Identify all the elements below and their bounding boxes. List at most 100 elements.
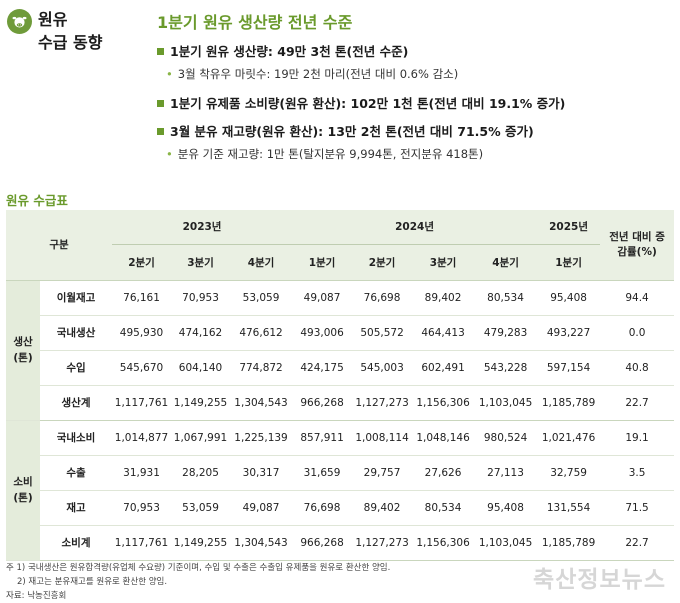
- value-cell: 53,059: [230, 280, 293, 316]
- value-cell: 1,185,789: [537, 385, 601, 421]
- change-rate-cell: 94.4: [600, 280, 675, 316]
- header-category: 구분: [6, 210, 113, 281]
- change-rate-cell: 40.8: [600, 350, 675, 386]
- dot-bullet-icon: •: [166, 67, 173, 81]
- value-cell: 966,268: [292, 385, 353, 421]
- square-bullet-icon: [157, 48, 164, 55]
- value-cell: 1,008,114: [352, 419, 413, 456]
- header-change-rate: 전년 대비 증감률(%): [600, 210, 675, 281]
- header-q1-2025: 1분기: [537, 244, 601, 281]
- value-cell: 1,225,139: [230, 419, 293, 456]
- bullet-production: 1분기 원유 생산량: 49만 3천 톤(전년 수준): [157, 41, 408, 60]
- value-cell: 95,408: [474, 490, 538, 526]
- header-q4-2024: 4분기: [474, 244, 538, 281]
- row-label: 국내소비: [40, 419, 113, 456]
- header-q4-2023: 4분기: [230, 244, 293, 281]
- footnote-1: 주 1) 국내생산은 원유합격량(유업체 수요량) 기준이며, 수입 및 수출은…: [6, 563, 391, 573]
- value-cell: 1,067,991: [171, 419, 231, 456]
- table-row: 소비계 1,117,761 1,149,255 1,304,543 966,268 1,1…: [6, 525, 675, 561]
- header-q2-2024: 2분기: [352, 244, 413, 281]
- value-cell: 27,626: [412, 455, 475, 491]
- value-cell: 76,161: [112, 280, 172, 316]
- header-2024: 2024년: [292, 210, 538, 245]
- value-cell: 1,127,273: [352, 385, 413, 421]
- bullet-inventory: 3월 분유 재고량(원유 환산): 13만 2천 톤(전년 대비 71.5% 증…: [157, 121, 534, 140]
- row-label: 소비계: [40, 525, 113, 561]
- cow-logo-icon: [7, 9, 32, 34]
- row-label: 수입: [40, 350, 113, 386]
- table-row: 생산계 1,117,761 1,149,255 1,304,543 966,268 1,1…: [6, 385, 675, 421]
- value-cell: 545,003: [352, 350, 413, 386]
- bullet-sub-cows: • 3월 착유우 마릿수: 19만 2천 마리(전년 대비 0.6% 감소): [166, 66, 458, 82]
- table-row: 생산 (톤) 이월재고 76,161 70,953 53,059 49,087 76,698 8…: [6, 280, 675, 421]
- row-label: 수출: [40, 455, 113, 491]
- bullet-consumption: 1분기 유제품 소비량(원유 환산): 102만 1천 톤(전년 대비 19.1…: [157, 93, 565, 112]
- table-row: 국내생산 495,930 474,162 476,612 493,006 505,572 4…: [6, 315, 675, 351]
- value-cell: 32,759: [537, 455, 601, 491]
- value-cell: 31,931: [112, 455, 172, 491]
- value-cell: 493,227: [537, 315, 601, 351]
- change-rate-cell: 3.5: [600, 455, 675, 491]
- header-q1-2024: 1분기: [292, 244, 353, 281]
- value-cell: 131,554: [537, 490, 601, 526]
- value-cell: 1,117,761: [112, 525, 172, 561]
- value-cell: 70,953: [112, 490, 172, 526]
- bullet-sub-powder-text: 분유 기준 재고량: 1만 톤(탈지분유 9,994톤, 전지분유 418톤): [177, 147, 484, 161]
- value-cell: 1,149,255: [171, 385, 231, 421]
- value-cell: 476,612: [230, 315, 293, 351]
- value-cell: 1,127,273: [352, 525, 413, 561]
- supply-demand-table: 구분 2023년 2024년 2025년 전년 대비 증감률(%) 2분기 3분…: [6, 210, 675, 561]
- side-title-line1: 원유: [38, 10, 68, 29]
- value-cell: 49,087: [292, 280, 353, 316]
- dot-bullet-icon: •: [166, 147, 173, 161]
- value-cell: 28,205: [171, 455, 231, 491]
- row-label: 국내생산: [40, 315, 113, 351]
- value-cell: 474,162: [171, 315, 231, 351]
- change-rate-cell: 19.1: [600, 419, 675, 456]
- value-cell: 495,930: [112, 315, 172, 351]
- table-row: 소비 (톤) 국내소비 1,014,877 1,067,991 1,225,139 857,…: [6, 419, 675, 561]
- value-cell: 80,534: [412, 490, 475, 526]
- value-cell: 493,006: [292, 315, 353, 351]
- table-row: 수입 545,670 604,140 774,872 424,175 545,003 602…: [6, 350, 675, 386]
- headline: 1분기 원유 생산량 전년 수준: [157, 13, 353, 32]
- header-2025: 2025년: [537, 210, 601, 245]
- value-cell: 1,048,146: [412, 419, 475, 456]
- table-row: 수출 31,931 28,205 30,317 31,659 29,757 27,626 27…: [6, 455, 675, 491]
- value-cell: 31,659: [292, 455, 353, 491]
- value-cell: 597,154: [537, 350, 601, 386]
- square-bullet-icon: [157, 128, 164, 135]
- header-q3-2023: 3분기: [171, 244, 231, 281]
- value-cell: 1,103,045: [474, 385, 538, 421]
- value-cell: 27,113: [474, 455, 538, 491]
- value-cell: 70,953: [171, 280, 231, 316]
- value-cell: 30,317: [230, 455, 293, 491]
- group-production: 생산 (톤): [6, 280, 40, 421]
- bullet-production-text: 1분기 원유 생산량: 49만 3천 톤(전년 수준): [170, 44, 409, 59]
- header-q3-2024: 3분기: [412, 244, 475, 281]
- value-cell: 604,140: [171, 350, 231, 386]
- value-cell: 1,117,761: [112, 385, 172, 421]
- value-cell: 543,228: [474, 350, 538, 386]
- value-cell: 980,524: [474, 419, 538, 456]
- header-q2-2023: 2분기: [112, 244, 172, 281]
- value-cell: 602,491: [412, 350, 475, 386]
- value-cell: 1,021,476: [537, 419, 601, 456]
- value-cell: 1,304,543: [230, 525, 293, 561]
- value-cell: 1,156,306: [412, 385, 475, 421]
- change-rate-cell: 22.7: [600, 385, 675, 421]
- side-title-line2: 수급 동향: [38, 33, 103, 52]
- value-cell: 76,698: [352, 280, 413, 316]
- footnote-2: 2) 재고는 분유재고를 원유로 환산한 양임.: [17, 577, 168, 587]
- source-note: 자료: 낙농진흥회: [6, 591, 67, 601]
- bullet-consumption-text: 1분기 유제품 소비량(원유 환산): 102만 1천 톤(전년 대비 19.1…: [170, 96, 566, 111]
- row-label: 재고: [40, 490, 113, 526]
- value-cell: 464,413: [412, 315, 475, 351]
- bullet-sub-powder: • 분유 기준 재고량: 1만 톤(탈지분유 9,994톤, 전지분유 418톤): [166, 146, 483, 162]
- value-cell: 505,572: [352, 315, 413, 351]
- change-rate-cell: 0.0: [600, 315, 675, 351]
- bullet-sub-cows-text: 3월 착유우 마릿수: 19만 2천 마리(전년 대비 0.6% 감소): [177, 67, 459, 81]
- value-cell: 1,304,543: [230, 385, 293, 421]
- value-cell: 89,402: [352, 490, 413, 526]
- value-cell: 53,059: [171, 490, 231, 526]
